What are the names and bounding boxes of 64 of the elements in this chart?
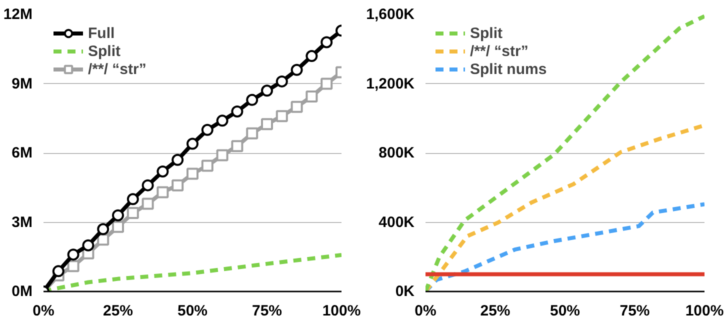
- point: [261, 84, 273, 97]
- point: [126, 193, 139, 206]
- y-tick-label: 0M: [12, 283, 33, 300]
- line-series: [426, 14, 704, 292]
- y-tick-label: 9M: [12, 75, 33, 92]
- legend-label: /**/ “str”: [88, 60, 146, 78]
- point: [290, 64, 303, 76]
- x-tick-label: 0%: [32, 302, 54, 320]
- x-tick-label: 25%: [480, 302, 510, 320]
- y-tick-label: 1,600K: [366, 6, 415, 23]
- point: [67, 260, 80, 272]
- point: [246, 94, 258, 106]
- point: [201, 124, 214, 136]
- x-tick-label: 0%: [414, 302, 436, 320]
- legend-label: Split nums: [470, 60, 547, 78]
- y-tick-label: 12M: [3, 6, 33, 23]
- legend-label: Split: [88, 42, 120, 60]
- point: [112, 209, 124, 222]
- x-tick-label: 50%: [550, 302, 580, 320]
- point: [52, 265, 64, 278]
- point: [156, 165, 169, 178]
- y-tick-label: 3M: [12, 214, 33, 231]
- y-tick-label: 800K: [378, 144, 415, 162]
- legend-label: Split: [470, 24, 502, 42]
- x-tick-label: 100%: [685, 302, 724, 320]
- y-tick-label: 0K: [395, 283, 415, 300]
- point: [67, 248, 80, 261]
- point: [97, 223, 110, 236]
- x-tick-label: 100%: [322, 302, 361, 320]
- y-tick-label: 6M: [12, 144, 33, 162]
- point: [320, 36, 333, 48]
- point: [216, 149, 228, 162]
- point: [186, 168, 198, 180]
- point: [172, 179, 184, 192]
- point: [276, 75, 288, 88]
- point: [156, 186, 169, 198]
- point: [320, 78, 333, 90]
- x-tick-label: 25%: [102, 302, 134, 320]
- point: [231, 105, 244, 118]
- point: [172, 154, 184, 166]
- point: [276, 110, 288, 122]
- line-series: [426, 123, 704, 292]
- point: [216, 114, 228, 127]
- x-tick-label: 75%: [620, 302, 650, 320]
- x-tick-label: 50%: [177, 302, 208, 320]
- point: [201, 160, 214, 172]
- legend-label: Full: [88, 24, 115, 42]
- point: [290, 100, 303, 113]
- point: [306, 90, 318, 102]
- y-tick-label: 400K: [378, 214, 415, 231]
- y-tick-label: 1,200K: [366, 75, 415, 92]
- point: [231, 140, 244, 152]
- legend-label: /**/ “str”: [470, 42, 528, 60]
- point: [142, 198, 154, 210]
- point: [112, 220, 124, 233]
- x-tick-label: 75%: [252, 302, 282, 320]
- point: [306, 50, 318, 62]
- line-series: [426, 202, 704, 292]
- point: [186, 138, 198, 150]
- point: [82, 239, 94, 252]
- point: [246, 127, 258, 140]
- point: [142, 179, 154, 192]
- point: [126, 207, 139, 220]
- point: [261, 118, 273, 130]
